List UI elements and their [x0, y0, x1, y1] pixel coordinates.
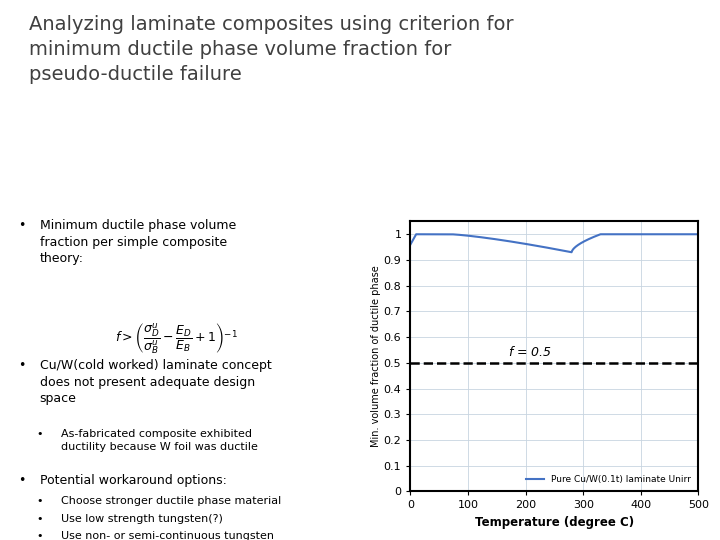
Y-axis label: Min. volume fraction of ductile phase: Min. volume fraction of ductile phase [371, 266, 381, 447]
Text: •: • [36, 531, 42, 540]
Text: $f > \left(\dfrac{\sigma_D^u}{\sigma_B^u} - \dfrac{E_D}{E_B}+1\right)^{-1}$: $f > \left(\dfrac{\sigma_D^u}{\sigma_B^u… [115, 321, 238, 356]
X-axis label: Temperature (degree C): Temperature (degree C) [474, 516, 634, 529]
Text: Choose stronger ductile phase material: Choose stronger ductile phase material [61, 496, 282, 507]
Text: Use low strength tungsten(?): Use low strength tungsten(?) [61, 514, 223, 524]
Text: Use non- or semi-continuous tungsten: Use non- or semi-continuous tungsten [61, 531, 274, 540]
Text: $f$ = 0.5: $f$ = 0.5 [508, 345, 552, 359]
Text: •: • [36, 514, 42, 524]
Legend: Pure Cu/W(0.1t) laminate Unirr: Pure Cu/W(0.1t) laminate Unirr [523, 472, 694, 487]
Text: •: • [18, 219, 25, 232]
Text: •: • [18, 474, 25, 487]
Text: •: • [36, 429, 42, 440]
Text: Potential workaround options:: Potential workaround options: [40, 474, 227, 487]
Text: •: • [18, 360, 25, 373]
Text: Cu/W(cold worked) laminate concept
does not present adequate design
space: Cu/W(cold worked) laminate concept does … [40, 360, 271, 406]
Text: Minimum ductile phase volume
fraction per simple composite
theory:: Minimum ductile phase volume fraction pe… [40, 219, 236, 265]
Text: As-fabricated composite exhibited
ductility because W foil was ductile: As-fabricated composite exhibited ductil… [61, 429, 258, 453]
Text: Analyzing laminate composites using criterion for
minimum ductile phase volume f: Analyzing laminate composites using crit… [29, 15, 513, 84]
Text: •: • [36, 496, 42, 507]
